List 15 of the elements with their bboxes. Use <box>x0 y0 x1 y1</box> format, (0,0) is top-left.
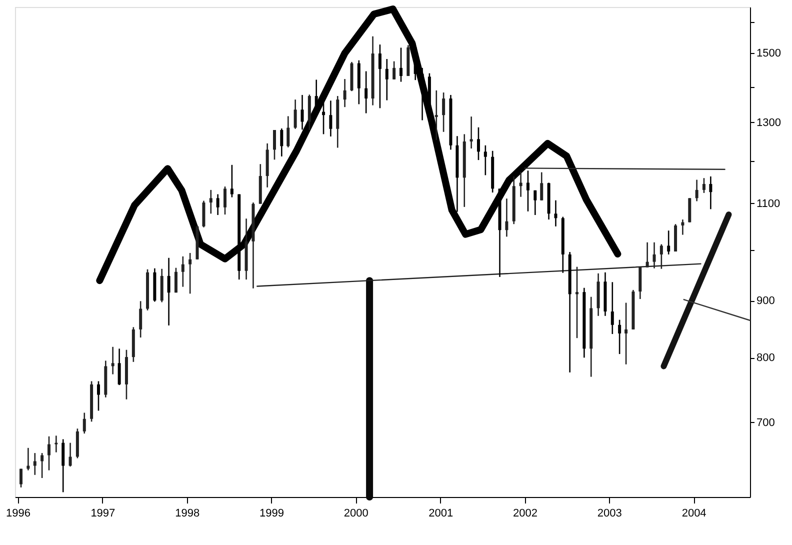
x-tick-label: 2004 <box>682 508 706 520</box>
x-tick-label: 1996 <box>6 508 31 520</box>
y-tick-label: 1500 <box>756 48 781 60</box>
x-tick-label: 1997 <box>90 508 116 520</box>
y-tick-label: 1100 <box>756 198 780 210</box>
x-tick-label: 2003 <box>597 508 622 520</box>
y-tick-label: 800 <box>756 352 775 364</box>
y-tick-label: 900 <box>756 295 775 308</box>
x-tick-label: 1998 <box>175 508 200 520</box>
x-tick-label: 2001 <box>428 508 454 520</box>
x-tick-label: 1999 <box>260 508 284 520</box>
x-tick-label: 2000 <box>344 508 368 520</box>
x-tick-label: 2002 <box>512 508 538 520</box>
y-tick-label: 700 <box>756 416 775 429</box>
y-tick-label: 1300 <box>756 116 781 129</box>
